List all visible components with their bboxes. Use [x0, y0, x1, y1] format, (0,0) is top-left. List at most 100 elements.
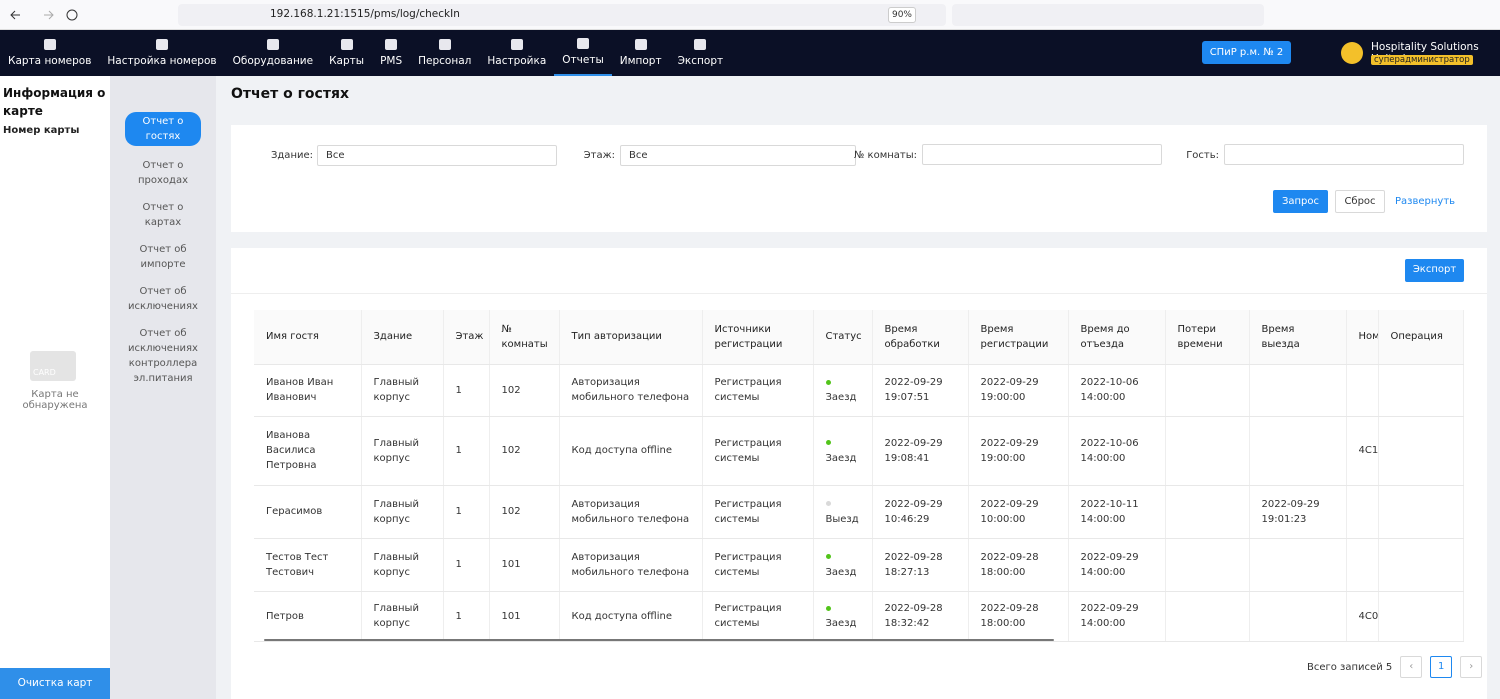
nav-item[interactable]: Импорт — [612, 30, 670, 76]
table-cell: 2022-09-28 18:00:00 — [968, 538, 1068, 591]
submenu-item[interactable]: Отчет о проходах — [110, 158, 216, 188]
nav-item[interactable]: Карта номеров — [0, 30, 99, 76]
table-cell — [1378, 485, 1463, 538]
divider — [231, 293, 1487, 294]
station-button[interactable]: СПиР р.м. № 2 — [1202, 41, 1291, 64]
table-cell: 102 — [489, 416, 559, 485]
select[interactable]: Все — [317, 145, 557, 166]
table-row: Иванов Иван ИвановичГлавный корпус1102Ав… — [254, 364, 1463, 416]
nav-item[interactable]: Персонал — [410, 30, 479, 76]
reset-button[interactable]: Сброс — [1335, 190, 1385, 213]
table-cell: Авторизация мобильного телефона — [559, 485, 702, 538]
table-cell: 2022-09-29 19:00:00 — [968, 416, 1068, 485]
next[interactable]: › — [1460, 656, 1482, 678]
clear-button[interactable]: Очистка карт — [0, 668, 110, 699]
submenu-item[interactable]: Отчет о картах — [110, 200, 216, 230]
url[interactable]: 192.168.1.21:1515/pms/log/checkIn — [270, 8, 460, 20]
table-cell — [1378, 591, 1463, 641]
nav-icon — [577, 38, 589, 49]
guest-table: Имя гостяЗданиеЭтаж№ комнатыТип авториза… — [254, 310, 1464, 642]
nav-item[interactable]: Экспорт — [670, 30, 732, 76]
table-cell: 4C1E — [1346, 416, 1378, 485]
card-icon: CARD — [30, 351, 76, 381]
table-row: Тестов Тест ТестовичГлавный корпус1101Ав… — [254, 538, 1463, 591]
select[interactable]: Все — [620, 145, 856, 166]
table-cell: 2022-09-29 19:00:00 — [968, 364, 1068, 416]
nav-icon — [694, 39, 706, 50]
status-dot — [826, 554, 831, 559]
card-status: Карта не обнаружена — [0, 389, 110, 411]
status-cell: Заезд — [813, 538, 872, 591]
column-header: Ном /Пар — [1346, 310, 1378, 364]
table-cell: 2022-09-29 19:08:41 — [872, 416, 968, 485]
table-cell — [1165, 591, 1249, 641]
column-header: Тип авторизации — [559, 310, 702, 364]
page-title: Отчет о гостях — [231, 86, 349, 102]
column-header: Время до отъезда — [1068, 310, 1165, 364]
table-cell: Главный корпус — [361, 538, 443, 591]
table-row: ГерасимовГлавный корпус1102Авторизация м… — [254, 485, 1463, 538]
table-row: Иванова Василиса ПетровнаГлавный корпус 1… — [254, 416, 1463, 485]
submenu-item[interactable]: Отчет об исключениях — [110, 284, 216, 314]
page-number[interactable]: 1 — [1430, 656, 1452, 678]
submenu-item[interactable]: Отчет об исключениях контроллера эл.пита… — [110, 326, 216, 386]
nav-item[interactable]: Отчеты — [554, 30, 611, 76]
nav-label: PMS — [380, 55, 402, 67]
table-cell: Регистрация системы — [702, 364, 813, 416]
table-cell: Иванова Василиса Петровна — [254, 416, 361, 485]
tbody: Иванов Иван ИвановичГлавный корпус1102Ав… — [254, 364, 1463, 641]
table-cell — [1378, 416, 1463, 485]
nav-item[interactable]: Карты — [321, 30, 372, 76]
table-cell: 2022-09-29 19:07:51 — [872, 364, 968, 416]
total: Всего записей 5 — [1307, 662, 1392, 673]
nav-icon — [267, 39, 279, 50]
nav-item[interactable]: PMS — [372, 30, 410, 76]
table-cell: Иванов Иван Иванович — [254, 364, 361, 416]
nav-item[interactable]: Оборудование — [225, 30, 322, 76]
nav-items: Карта номеровНастройка номеровОборудован… — [0, 30, 731, 76]
input[interactable] — [1224, 144, 1464, 165]
query-button[interactable]: Запрос — [1273, 190, 1328, 213]
table-cell: 101 — [489, 591, 559, 641]
submenu-item[interactable]: Отчет об импорте — [110, 242, 216, 272]
submenu-item[interactable]: Отчет о гостях — [125, 112, 201, 146]
status-dot — [826, 440, 831, 445]
column-header: Источники регистрации — [702, 310, 813, 364]
scrollbar — [264, 639, 1054, 641]
nav-item[interactable]: Настройка номеров — [99, 30, 224, 76]
nav-buttons[interactable] — [8, 7, 78, 23]
table-cell: 1 — [443, 591, 489, 641]
table-cell — [1165, 485, 1249, 538]
avatar[interactable] — [1341, 42, 1363, 64]
table-cell: 2022-10-06 14:00:00 — [1068, 416, 1165, 485]
table-cell: Главный корпус — [361, 416, 443, 485]
column-header: Потери времени — [1165, 310, 1249, 364]
nav-label: Импорт — [620, 55, 662, 67]
status-text: Выезд — [826, 514, 859, 525]
nav-item[interactable]: Настройка — [479, 30, 554, 76]
export-button[interactable]: Экспорт — [1405, 259, 1464, 282]
filter-label: Гость: — [1161, 150, 1219, 161]
thead: Имя гостяЗданиеЭтаж№ комнатыТип авториза… — [254, 310, 1463, 364]
column-header: Время обработки — [872, 310, 968, 364]
user-role: суперадминистратор — [1371, 55, 1473, 65]
expand-link[interactable]: Развернуть — [1395, 196, 1455, 207]
nav-label: Карты — [329, 55, 364, 67]
filter-card: Здание: Все Этаж: Все № комнаты: Гость: … — [231, 125, 1487, 232]
table-row: ПетровГлавный корпус1101Код доступа offl… — [254, 591, 1463, 641]
search-box[interactable] — [952, 4, 1264, 26]
filter-label: № комнаты: — [851, 150, 917, 161]
filter-label: Этаж: — [551, 150, 615, 161]
nav-icon — [511, 39, 523, 50]
table-cell — [1249, 538, 1346, 591]
table-cell: Главный корпус — [361, 591, 443, 641]
table-cell: Петров — [254, 591, 361, 641]
input[interactable] — [922, 144, 1162, 165]
table-cell: Код доступа offline — [559, 416, 702, 485]
zoom[interactable]: 90% — [888, 7, 916, 23]
prev[interactable]: ‹ — [1400, 656, 1422, 678]
status-cell: Заезд — [813, 364, 872, 416]
nav-label: Отчеты — [562, 54, 603, 66]
